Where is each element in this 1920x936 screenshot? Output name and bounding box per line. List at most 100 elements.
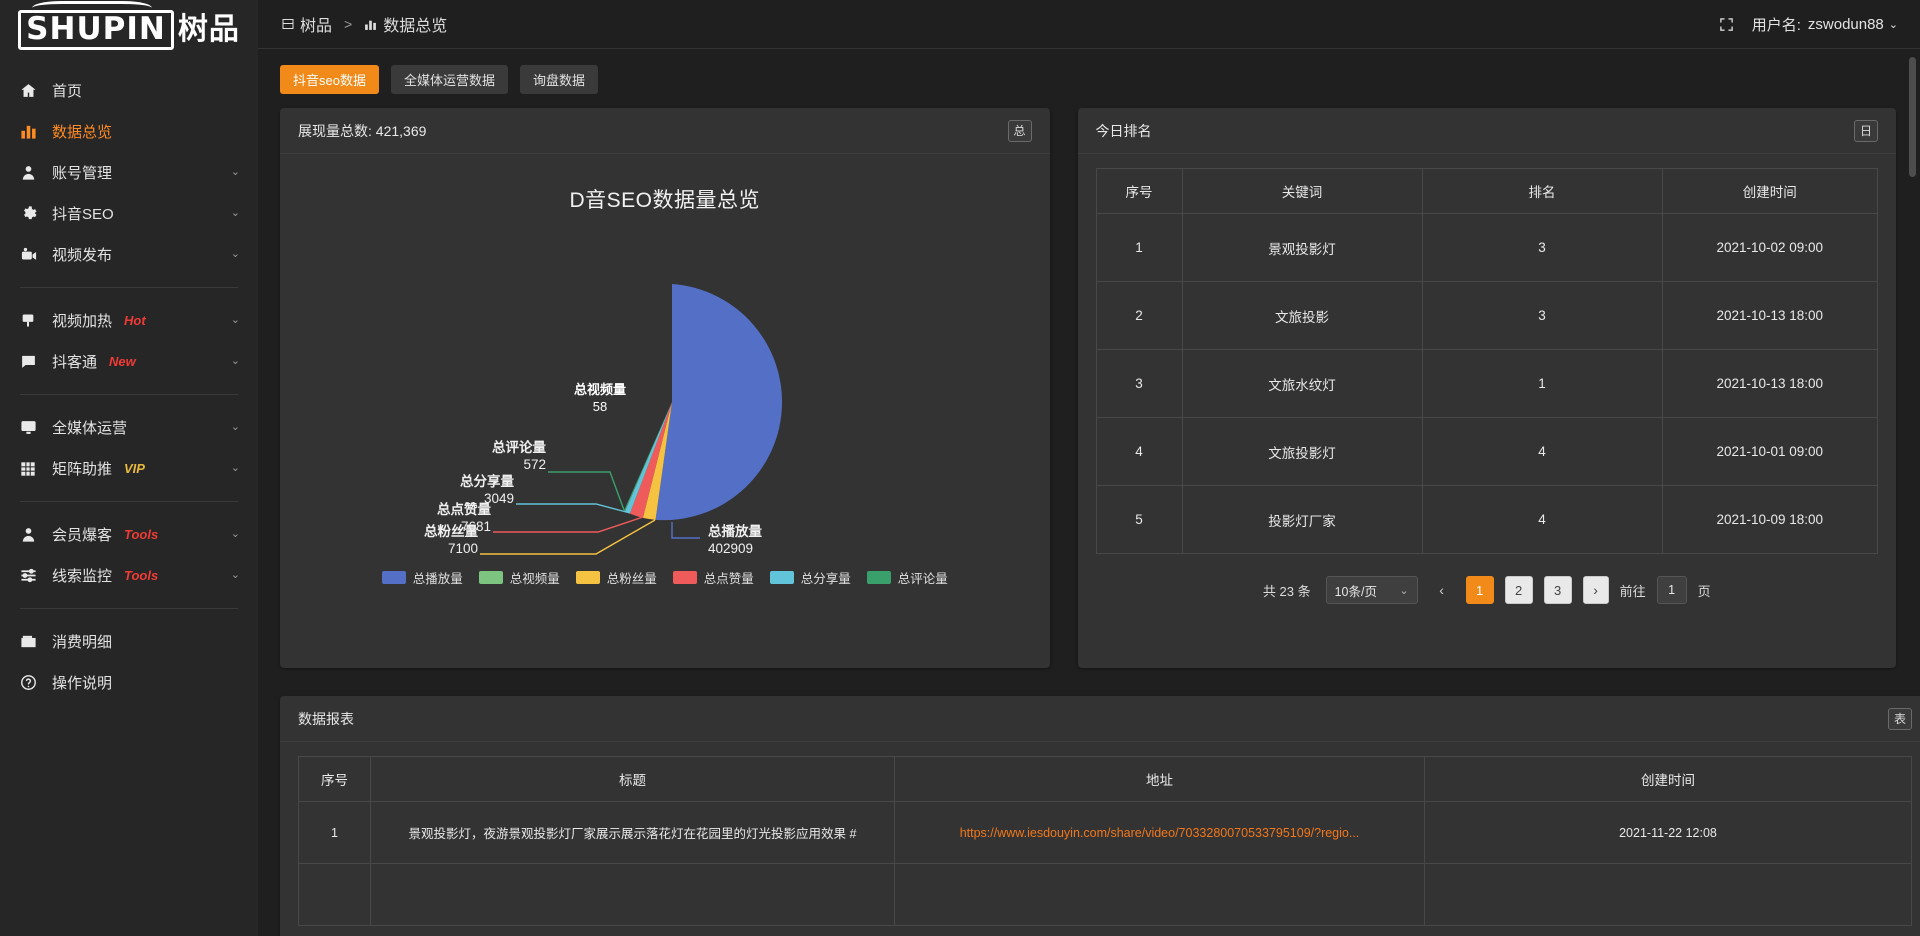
fullscreen-icon[interactable] [1719, 17, 1734, 32]
legend-label: 总视频量 [509, 572, 560, 586]
chart-legend: 总播放量 总视频量 总粉丝量 [280, 564, 1050, 587]
pie-callout-plays: 总播放量 402909 [671, 522, 762, 556]
sidebar-item-matrix-boost[interactable]: 矩阵助推 VIP ⌄ [0, 448, 258, 489]
video-link[interactable]: https://www.iesdouyin.com/share/video/70… [959, 825, 1360, 840]
legend-label: 总粉丝量 [606, 572, 657, 586]
page-button-2[interactable]: 2 [1504, 576, 1533, 604]
pie-plot-area: 总评论量 572 总分享量 3049 总点赞量 7681 总粉丝量 7100 总… [280, 214, 1050, 564]
pie-slice-total-plays[interactable] [655, 284, 783, 521]
sidebar-item-omni-media[interactable]: 全媒体运营 ⌄ [0, 407, 258, 448]
top-bar-right: 用户名: zswodun88 ⌄ [1719, 14, 1898, 35]
legend-item-total-plays[interactable]: 总播放量 [381, 568, 463, 587]
legend-label: 总播放量 [412, 572, 463, 586]
col-created-time: 创建时间 [1661, 168, 1879, 214]
chevron-down-icon: ⌄ [230, 421, 240, 433]
sidebar-item-home[interactable]: 首页 [0, 70, 258, 111]
chevron-down-icon: ⌄ [1399, 584, 1409, 597]
table-row[interactable]: 1 景观投影灯 3 2021-10-02 09:00 [1095, 213, 1879, 282]
rank-period-badge[interactable]: 日 [1853, 119, 1878, 142]
sidebar-item-video-publish[interactable]: 视频发布 ⌄ [0, 234, 258, 275]
today-ranking-card: 今日排名 日 序号 关键词 排名 创建时间 [1077, 108, 1896, 668]
table-row[interactable]: 4 文旅投影灯 4 2021-10-01 09:00 [1095, 417, 1879, 486]
cell-created-time: 2021-10-09 18:00 [1661, 485, 1879, 554]
chart-title: D音SEO数据量总览 [569, 189, 761, 212]
pie-callout-value-fans: 7100 [448, 541, 478, 556]
pagination-jump-input[interactable] [1656, 576, 1687, 604]
pagination: 共 23 条 10条/页 ⌄ ‹ 1 2 3 › 前往 [1096, 554, 1878, 604]
user-icon [20, 164, 42, 182]
sidebar-item-lead-monitor[interactable]: 线索监控 Tools ⌄ [0, 555, 258, 596]
sidebar-item-data-overview[interactable]: 数据总览 [0, 111, 258, 152]
user-menu[interactable]: 用户名: zswodun88 ⌄ [1752, 14, 1898, 35]
report-view-badge[interactable]: 表 [1887, 707, 1912, 730]
chevron-down-icon: ⌄ [230, 207, 240, 219]
sidebar-item-label: 会员爆客 [52, 527, 113, 544]
sidebar-item-label: 抖客通 [52, 354, 98, 371]
sidebar-item-douyin-seo[interactable]: 抖音SEO ⌄ [0, 193, 258, 234]
chevron-down-icon: ⌄ [230, 569, 240, 581]
monitor-icon [20, 419, 42, 437]
cell-title: 景观投影灯，夜游景观投影灯厂家展示展示落花灯在花园里的灯光投影应用效果 # [370, 801, 895, 864]
sidebar-item-doukuitong[interactable]: 抖客通 New ⌄ [0, 341, 258, 382]
report-table-wrap: 序号 标题 地址 创建时间 1 景观投影灯，夜游景观投影灯厂家展示展示落花灯在花… [280, 742, 1920, 926]
chart-period-badge[interactable]: 总 [1007, 119, 1032, 142]
sidebar-item-member-boom[interactable]: 会员爆客 Tools ⌄ [0, 514, 258, 555]
prev-page-button[interactable]: ‹ [1439, 582, 1444, 598]
breadcrumb-current[interactable]: 数据总览 [364, 12, 447, 36]
pie-callout-value-shares: 3049 [484, 491, 514, 506]
sidebar-divider [20, 608, 238, 609]
tab-douyin-seo-data[interactable]: 抖音seo数据 [280, 65, 379, 94]
breadcrumb-separator: > [344, 16, 353, 32]
col-address: 地址 [894, 756, 1425, 802]
pagination-jump-label: 前往 [1619, 583, 1646, 599]
cell-rank: 4 [1421, 485, 1663, 554]
scrollbar-thumb[interactable] [1909, 57, 1916, 177]
brand-logo[interactable]: SHUPIN 树品 [0, 0, 258, 56]
legend-item-total-fans[interactable]: 总粉丝量 [575, 568, 657, 587]
sidebar-item-consumption-detail[interactable]: 消费明细 [0, 621, 258, 662]
col-title: 标题 [370, 756, 895, 802]
sidebar-item-instructions[interactable]: 操作说明 [0, 662, 258, 703]
breadcrumb-root[interactable]: 树品 [282, 12, 332, 36]
report-table: 序号 标题 地址 创建时间 1 景观投影灯，夜游景观投影灯厂家展示展示落花灯在花… [298, 756, 1912, 926]
chevron-down-icon: ⌄ [230, 248, 240, 260]
table-row[interactable]: 2 文旅投影 3 2021-10-13 18:00 [1095, 281, 1879, 350]
pie-slice-total-comments[interactable] [623, 402, 672, 512]
cell-keyword: 文旅投影灯 [1181, 417, 1423, 486]
sidebar-item-video-boost[interactable]: 视频加热 Hot ⌄ [0, 300, 258, 341]
tab-omni-media-data[interactable]: 全媒体运营数据 [390, 65, 508, 94]
page-size-select[interactable]: 10条/页 ⌄ [1325, 576, 1418, 604]
page-button-1[interactable]: 1 [1465, 576, 1494, 604]
table-row[interactable]: 1 景观投影灯，夜游景观投影灯厂家展示展示落花灯在花园里的灯光投影应用效果 # … [298, 801, 1912, 864]
table-row[interactable] [298, 863, 1912, 926]
legend-swatch [672, 571, 697, 584]
pie-slice-total-shares[interactable] [624, 402, 672, 514]
legend-item-total-shares[interactable]: 总分享量 [769, 568, 851, 587]
pie-inner-label-videos: 总视频量 [574, 382, 626, 397]
table-row[interactable]: 5 投影灯厂家 4 2021-10-09 18:00 [1095, 485, 1879, 554]
cell-created-time: 2021-10-13 18:00 [1661, 281, 1879, 350]
legend-item-total-likes[interactable]: 总点赞量 [672, 568, 754, 587]
cell-index: 4 [1095, 417, 1183, 486]
table-row[interactable]: 3 文旅水纹灯 1 2021-10-13 18:00 [1095, 349, 1879, 418]
pie-chart: D音SEO数据量总览 [280, 154, 1050, 648]
cell-index: 3 [1095, 349, 1183, 418]
page-scrollbar[interactable] [1909, 57, 1916, 577]
legend-item-total-comments[interactable]: 总评论量 [866, 568, 948, 587]
next-page-button[interactable]: › [1582, 576, 1609, 604]
rank-table: 序号 关键词 排名 创建时间 1 景观投影灯 3 [1095, 168, 1879, 554]
pie-slice-total-videos[interactable] [655, 402, 673, 520]
sidebar-item-label: 抖音SEO [52, 206, 114, 223]
sidebar-item-tag: Hot [124, 313, 146, 328]
legend-item-total-videos[interactable]: 总视频量 [478, 568, 560, 587]
legend-label: 总点赞量 [703, 572, 754, 586]
sidebar-divider [20, 501, 238, 502]
sidebar-item-tag: Tools [124, 527, 159, 542]
page-button-3[interactable]: 3 [1543, 576, 1572, 604]
pie-slice-total-likes[interactable] [629, 402, 672, 518]
pagination-jump-suffix: 页 [1697, 583, 1711, 599]
tab-inquiry-data[interactable]: 询盘数据 [519, 65, 598, 94]
pie-slice-total-fans[interactable] [642, 402, 672, 520]
sidebar-item-account-manage[interactable]: 账号管理 ⌄ [0, 152, 258, 193]
sidebar: SHUPIN 树品 首页 数据总览 账号管理 [0, 0, 258, 936]
